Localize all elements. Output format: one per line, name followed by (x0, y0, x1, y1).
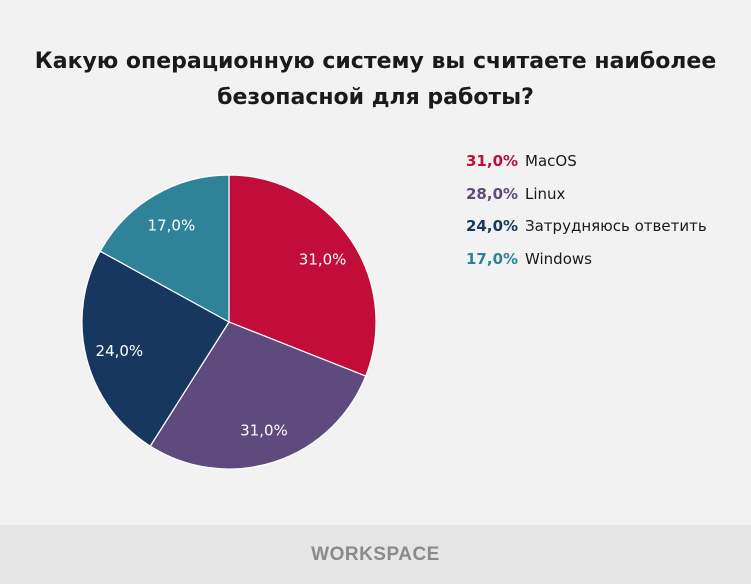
chart-title-line-1: Какую операционную систему вы считаете н… (34, 49, 717, 74)
footer: WORKSPACE (0, 525, 751, 584)
pie-slice-linux (149, 321, 367, 470)
pie-slice-затрудняюсь-ответить (81, 250, 230, 447)
chart-title-line-2: безопасной для работы? (217, 85, 534, 110)
legend-label: Затрудняюсь ответить (525, 217, 707, 236)
slice-label: 24,0% (96, 342, 144, 360)
legend-label: Windows (525, 249, 592, 268)
legend-value: 31,0% (466, 152, 519, 171)
slice-label: 31,0% (299, 250, 347, 268)
pie-chart: 31,0% 31,0% 24,0% 17,0% (81, 174, 377, 470)
legend-item-undecided: 24,0% Затрудняюсь ответить (466, 210, 707, 243)
pie-slice-windows (99, 174, 230, 324)
legend-item-windows: 17,0% Windows (466, 243, 707, 276)
legend-item-macos: 31,0% MacOS (466, 145, 707, 178)
legend-value: 17,0% (466, 249, 519, 268)
slice-label: 17,0% (148, 217, 196, 235)
chart-title: Какую операционную систему вы считаете н… (0, 44, 751, 116)
legend: 31,0% MacOS 28,0% Linux 24,0% Затрудняюс… (466, 145, 707, 275)
slice-label: 31,0% (240, 422, 288, 440)
legend-value: 28,0% (466, 184, 519, 203)
workspace-logo: WORKSPACE (311, 543, 440, 565)
legend-item-linux: 28,0% Linux (466, 178, 707, 211)
legend-label: Linux (525, 184, 566, 203)
legend-value: 24,0% (466, 217, 519, 236)
legend-label: MacOS (525, 152, 577, 171)
pie-slice-macos (228, 174, 377, 377)
